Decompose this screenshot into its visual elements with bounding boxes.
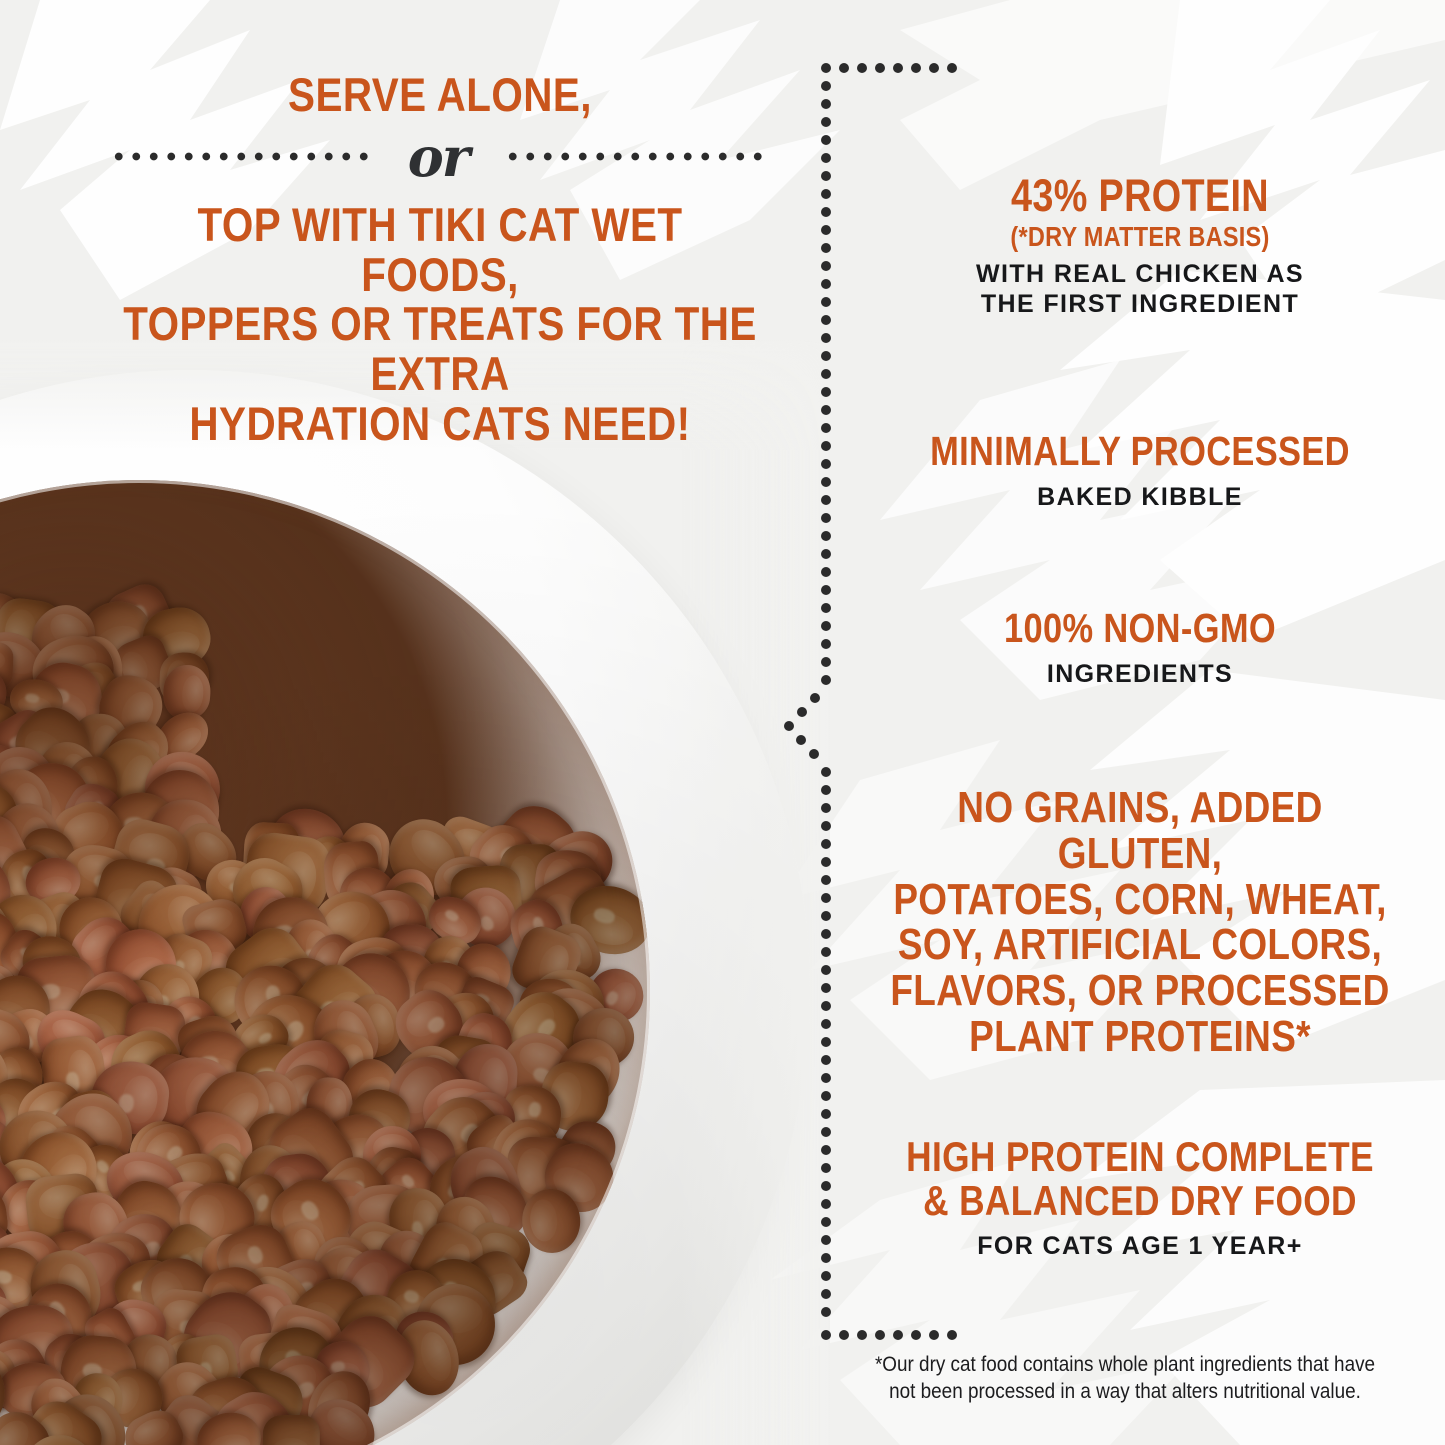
feature-no-grains-line-3: SOY, ARTIFICIAL COLORS, bbox=[897, 920, 1383, 970]
feature-no-grains-headline: NO GRAINS, ADDED GLUTEN, POTATOES, CORN,… bbox=[888, 785, 1392, 1060]
dotted-rule-left bbox=[109, 152, 372, 162]
footnote: *Our dry cat food contains whole plant i… bbox=[842, 1352, 1409, 1406]
feature-protein-headline-sub: (*DRY MATTER BASIS) bbox=[1010, 220, 1270, 252]
feature-high-protein-line-2: & BALANCED DRY FOOD bbox=[923, 1176, 1357, 1224]
feature-high-protein-headline: HIGH PROTEIN COMPLETE & BALANCED DRY FOO… bbox=[888, 1135, 1392, 1222]
feature-processed-headline: MINIMALLY PROCESSED bbox=[930, 428, 1350, 474]
feature-no-grains: NO GRAINS, ADDED GLUTEN, POTATOES, CORN,… bbox=[840, 785, 1440, 1060]
feature-protein-headline: 43% PROTEIN bbox=[1011, 170, 1269, 221]
feature-protein-sub-line-1: WITH REAL CHICKEN AS bbox=[976, 260, 1304, 289]
feature-no-grains-line-4: FLAVORS, OR PROCESSED bbox=[890, 966, 1390, 1015]
feature-no-grains-line-2: POTATOES, CORN, WHEAT, bbox=[893, 874, 1387, 924]
headline-body-line-2: TOPPERS OR TREATS FOR THE EXTRA bbox=[123, 297, 757, 401]
headline-body: TOP WITH TIKI CAT WET FOODS, TOPPERS OR … bbox=[113, 197, 767, 451]
feature-non-gmo: 100% NON-GMO INGREDIENTS bbox=[840, 607, 1440, 689]
feature-protein-sub-line-2: THE FIRST INGREDIENT bbox=[980, 290, 1300, 319]
headline-serve-alone: SERVE ALONE, bbox=[288, 68, 592, 121]
feature-protein: 43% PROTEIN (*DRY MATTER BASIS) WITH REA… bbox=[840, 170, 1440, 319]
dotted-rule-right bbox=[504, 152, 771, 162]
feature-high-protein-sub: FOR CATS AGE 1 YEAR+ bbox=[977, 1232, 1303, 1261]
feature-list: 43% PROTEIN (*DRY MATTER BASIS) WITH REA… bbox=[840, 60, 1440, 1350]
feature-high-protein-line-1: HIGH PROTEIN COMPLETE bbox=[906, 1133, 1374, 1180]
footnote-line-2: not been processed in a way that alters … bbox=[889, 1379, 1361, 1403]
feature-high-protein: HIGH PROTEIN COMPLETE & BALANCED DRY FOO… bbox=[840, 1135, 1440, 1261]
headline-body-line-3: HYDRATION CATS NEED! bbox=[189, 397, 691, 451]
feature-no-grains-line-5: PLANT PROTEINS* bbox=[969, 1011, 1311, 1061]
kibble-piece bbox=[262, 1414, 320, 1445]
or-divider-row: or bbox=[60, 122, 820, 192]
feature-protein-sub: WITH REAL CHICKEN AS THE FIRST INGREDIEN… bbox=[840, 259, 1440, 319]
headline-block: SERVE ALONE, or TOP WITH TIKI CAT WET FO… bbox=[60, 70, 820, 449]
feature-minimally-processed: MINIMALLY PROCESSED BAKED KIBBLE bbox=[840, 430, 1440, 512]
kibble-bowl-photo bbox=[0, 340, 830, 1445]
headline-body-line-1: TOP WITH TIKI CAT WET FOODS, bbox=[197, 197, 683, 301]
feature-gmo-sub: INGREDIENTS bbox=[1046, 659, 1234, 688]
feature-processed-sub: BAKED KIBBLE bbox=[1037, 482, 1243, 511]
or-script-word: or bbox=[407, 124, 470, 189]
footnote-line-1: *Our dry cat food contains whole plant i… bbox=[874, 1353, 1376, 1376]
feature-no-grains-line-1: NO GRAINS, ADDED GLUTEN, bbox=[957, 783, 1323, 878]
feature-gmo-headline: 100% NON-GMO bbox=[1004, 605, 1276, 651]
